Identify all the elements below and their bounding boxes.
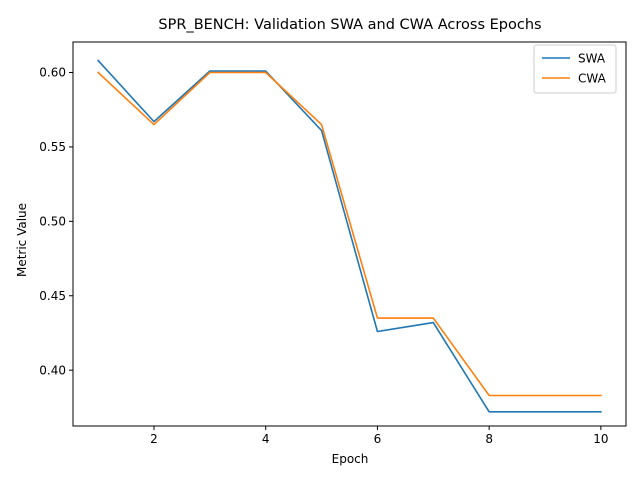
x-tick-label: 2 bbox=[150, 432, 158, 446]
series-line-cwa bbox=[97, 71, 602, 397]
y-axis-label: Metric Value bbox=[15, 203, 29, 277]
x-tick-label: 4 bbox=[262, 432, 270, 446]
y-tick-label: 0.50 bbox=[39, 215, 66, 229]
chart-title: SPR_BENCH: Validation SWA and CWA Across… bbox=[158, 17, 541, 33]
y-tick-label: 0.55 bbox=[39, 140, 66, 154]
y-tick-label: 0.45 bbox=[39, 289, 66, 303]
plot-frame bbox=[72, 41, 627, 427]
x-tick-label: 8 bbox=[485, 432, 493, 446]
legend-box bbox=[533, 44, 617, 94]
legend-label-swa: SWA bbox=[578, 52, 606, 66]
legend-label-cwa: CWA bbox=[578, 72, 607, 86]
y-tick-label: 0.60 bbox=[39, 66, 66, 80]
x-axis-label: Epoch bbox=[332, 452, 369, 466]
series-line-swa bbox=[97, 59, 602, 413]
x-tick-label: 6 bbox=[374, 432, 382, 446]
plot-area: 2 4 6 8 10 0.40 0.45 0.50 0.55 0.60 SWA CWA bbox=[39, 41, 627, 446]
x-tick-label: 10 bbox=[593, 432, 608, 446]
y-tick-label: 0.40 bbox=[39, 363, 66, 377]
